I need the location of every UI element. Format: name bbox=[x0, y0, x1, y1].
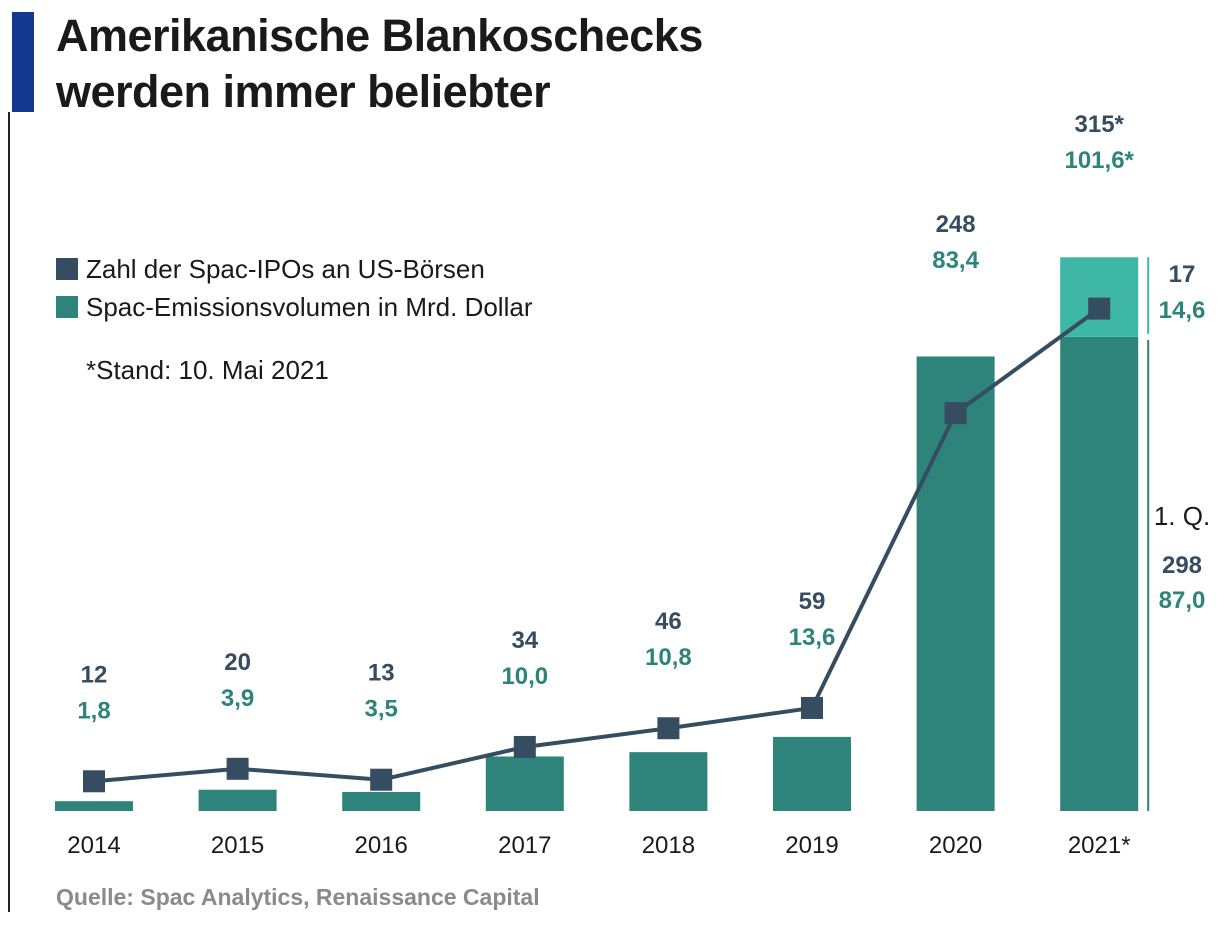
volume-label-2014: 1,8 bbox=[77, 697, 110, 724]
volume-label-2019: 13,6 bbox=[789, 624, 836, 651]
bar-2020 bbox=[916, 356, 995, 811]
count-label-2018: 46 bbox=[655, 608, 682, 635]
source-line: Quelle: Spac Analytics, Renaissance Capi… bbox=[56, 884, 540, 910]
count-label-2021-q1: 298 bbox=[1162, 552, 1202, 579]
volume-label-2015: 3,9 bbox=[221, 685, 254, 712]
title-line-1: Amerikanische Blankoschecks bbox=[56, 10, 703, 61]
bar-2021-q1 bbox=[1060, 336, 1139, 811]
line-series-count bbox=[93, 306, 1101, 784]
count-label-2016: 13 bbox=[368, 660, 395, 687]
x-tick-2020: 2020 bbox=[929, 832, 982, 859]
chart-title: Amerikanische Blankoschecks werden immer… bbox=[56, 8, 703, 120]
marker-2017 bbox=[513, 735, 536, 758]
q1-label: 1. Q. bbox=[1154, 501, 1210, 531]
footnote: *Stand: 10. Mai 2021 bbox=[86, 355, 329, 385]
x-tick-2021*: 2021* bbox=[1068, 832, 1131, 859]
bar-2016 bbox=[342, 791, 421, 811]
bar-2021-rest bbox=[1060, 257, 1139, 337]
title-line-2: werden immer beliebter bbox=[56, 66, 551, 117]
count-label-2021-rest: 17 bbox=[1169, 261, 1196, 288]
count-label-2020: 248 bbox=[936, 211, 976, 238]
volume-label-2020: 83,4 bbox=[932, 247, 979, 274]
x-tick-2017: 2017 bbox=[498, 832, 551, 859]
x-tick-2014: 2014 bbox=[67, 832, 120, 859]
bar-2018 bbox=[629, 752, 708, 811]
count-label-2015: 20 bbox=[224, 649, 251, 676]
x-tick-2019: 2019 bbox=[785, 832, 838, 859]
volume-label-2016: 3,5 bbox=[365, 696, 398, 723]
count-label-2014: 12 bbox=[81, 661, 108, 688]
marker-2014 bbox=[83, 770, 105, 793]
count-label-2019: 59 bbox=[799, 588, 826, 615]
accent-bar bbox=[12, 12, 34, 112]
legend: Zahl der Spac-IPOs an US-Börsen Spac-Emi… bbox=[56, 250, 532, 326]
marker-2016 bbox=[370, 768, 393, 791]
volume-label-2018: 10,8 bbox=[645, 644, 692, 671]
count-label-2017: 34 bbox=[511, 627, 538, 654]
x-tick-2018: 2018 bbox=[642, 832, 695, 859]
marker-2021* bbox=[1088, 297, 1111, 320]
legend-item-count: Zahl der Spac-IPOs an US-Börsen bbox=[56, 250, 532, 288]
bar-2017 bbox=[485, 756, 564, 811]
marker-2019 bbox=[801, 696, 823, 719]
legend-label-count: Zahl der Spac-IPOs an US-Börsen bbox=[86, 253, 485, 284]
legend-item-volume: Spac-Emissionsvolumen in Mrd. Dollar bbox=[56, 288, 532, 326]
marker-2020 bbox=[944, 402, 967, 425]
x-tick-2016: 2016 bbox=[355, 832, 408, 859]
legend-swatch-count bbox=[56, 258, 78, 280]
marker-2015 bbox=[226, 757, 249, 780]
bar-2014 bbox=[55, 801, 133, 811]
volume-label-2017: 10,0 bbox=[501, 663, 548, 690]
count-label-2021*: 315* bbox=[1075, 111, 1125, 138]
x-tick-2015: 2015 bbox=[211, 832, 264, 859]
left-rule bbox=[8, 112, 10, 912]
legend-swatch-volume bbox=[56, 296, 78, 318]
marker-2018 bbox=[657, 717, 680, 740]
volume-label-2021-q1: 87,0 bbox=[1159, 587, 1206, 614]
volume-label-2021*: 101,6* bbox=[1064, 147, 1134, 174]
volume-label-2021-rest: 14,6 bbox=[1159, 297, 1206, 324]
bar-2019 bbox=[773, 736, 851, 811]
legend-label-volume: Spac-Emissionsvolumen in Mrd. Dollar bbox=[86, 291, 533, 322]
bar-2015 bbox=[198, 789, 277, 811]
